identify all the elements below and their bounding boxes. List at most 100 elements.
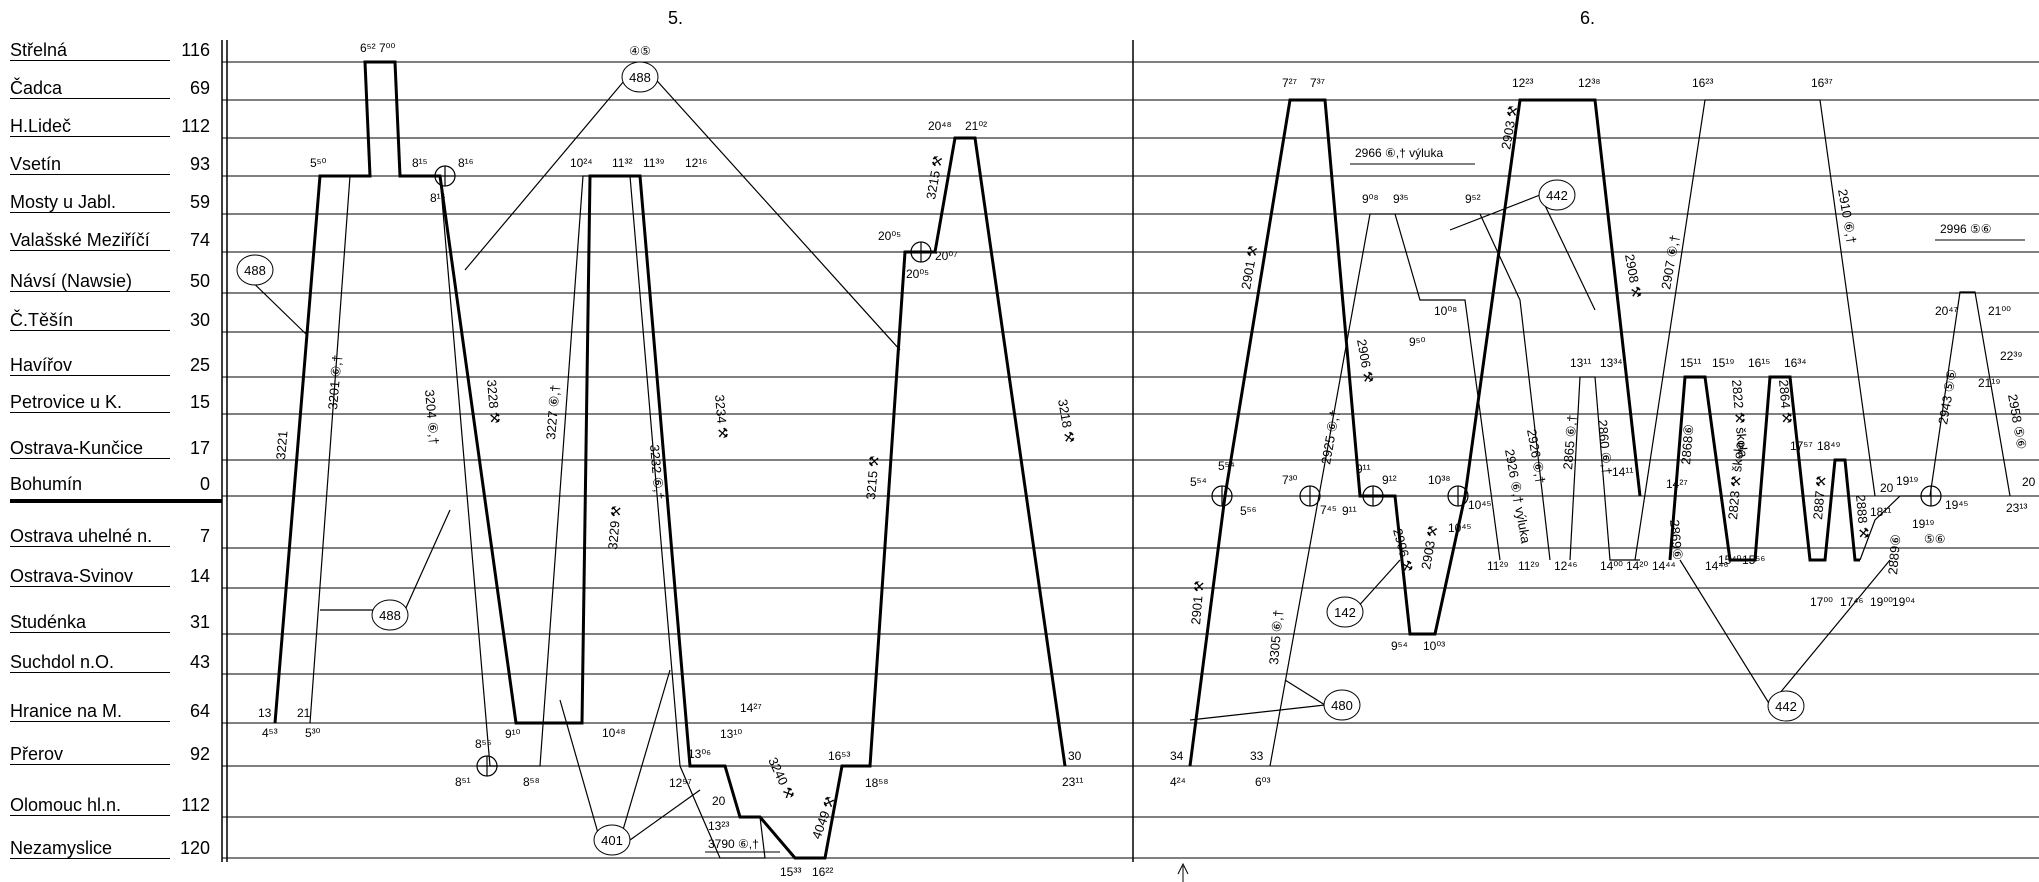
crossing-marks <box>434 165 1942 777</box>
note-text: 3790 ⑥,† <box>708 837 759 851</box>
time-label: 13³⁴ <box>1600 356 1623 370</box>
time-label: 8⁵⁵ <box>475 737 492 751</box>
time-label: 12¹⁶ <box>685 156 707 170</box>
train-path <box>679 765 766 859</box>
train-number: 2889⑥ <box>1885 534 1903 576</box>
train-number: 3228 ⚒ <box>484 379 503 424</box>
time-label: 21⁰² <box>965 119 987 133</box>
time-label: 17⁴⁶ <box>1840 595 1864 609</box>
circle-label: 142 <box>1334 605 1356 620</box>
time-label: 12³⁸ <box>1578 76 1600 90</box>
time-label: 22³⁹ <box>2000 349 2022 363</box>
station-km: 69 <box>189 78 210 98</box>
time-label: 11²⁹ <box>1487 559 1509 573</box>
time-label: 9¹¹ <box>1356 462 1371 476</box>
station-name: Ostrava uhelné n. <box>10 526 170 547</box>
time-label: 10⁴⁵ <box>1468 498 1492 512</box>
note-text: ④⑤ <box>629 44 651 58</box>
time-label: 20⁰⁷ <box>935 249 958 263</box>
time-label: 14²⁷ <box>1666 477 1688 491</box>
train-number: 2925 ⑥,† <box>1318 409 1342 466</box>
time-label: 5⁵⁴ <box>1218 459 1235 473</box>
time-label: 10⁴⁸ <box>602 726 626 740</box>
time-label: 5⁵⁰ <box>310 156 327 170</box>
circle-label: 401 <box>601 833 623 848</box>
station-name: Střelná <box>10 40 170 61</box>
train-number: 2926 ⑥,† výluka <box>1502 448 1533 545</box>
train-path <box>1354 559 1401 611</box>
day-label-6: 6. <box>1580 8 1596 28</box>
time-label: 11³⁹ <box>643 156 665 170</box>
time-label: 21 <box>297 706 311 720</box>
time-label: 17⁰⁰ <box>1810 595 1833 609</box>
station-name: Mosty u Jabl. <box>10 192 170 213</box>
time-label: 13 <box>258 706 272 720</box>
station-km: 59 <box>189 192 210 212</box>
train-number-labels: 3221 3201 ⑥,† 3204 ⑥,† 3228 ⚒ 3227 ⑥,† 3… <box>273 104 2029 841</box>
station-grid <box>222 61 2039 859</box>
station-km: 74 <box>189 230 210 250</box>
station-name: Hranice na M. <box>10 701 170 722</box>
station-name: Suchdol n.O. <box>10 652 170 673</box>
time-label: 8⁵⁸ <box>523 775 540 789</box>
time-label: 14⁴⁴ <box>1652 559 1676 573</box>
time-label: 23¹³ <box>2006 501 2027 515</box>
time-label: 34 <box>1170 749 1184 763</box>
train-number: 3215 ⚒ <box>923 154 945 200</box>
train-number: 3204 ⑥,† <box>422 389 442 445</box>
time-label: 23¹¹ <box>1062 775 1083 789</box>
time-label: 9³⁵ <box>1393 192 1409 206</box>
time-label: 5⁵⁶ <box>1240 504 1257 518</box>
time-label: 8⁵¹ <box>455 775 471 789</box>
train-path <box>1189 704 1326 721</box>
time-label: 15⁴⁰ <box>1718 553 1742 567</box>
time-label: 30 <box>1068 749 1082 763</box>
train-path <box>309 175 351 724</box>
station-name: Č.Těšín <box>10 310 170 331</box>
train-path <box>464 61 901 351</box>
time-label: 15¹⁹ <box>1712 356 1734 370</box>
arrow-head-icon <box>1177 862 1189 875</box>
time-label: 6⁰³ <box>1255 775 1270 789</box>
train-number: 3234 ⚒ <box>712 394 731 439</box>
station-km: 15 <box>189 392 210 412</box>
time-label: 13¹⁰ <box>720 727 742 741</box>
time-label: 9¹¹ <box>1342 504 1357 518</box>
time-label: 33 <box>1250 749 1264 763</box>
time-label: 10⁰⁸ <box>1434 304 1457 318</box>
time-label: 13⁰⁶ <box>688 747 711 761</box>
time-label: 18⁵⁸ <box>865 776 888 790</box>
time-label: 7³⁰ <box>1282 473 1298 487</box>
time-label: 16²³ <box>1692 76 1713 90</box>
time-label: 12²³ <box>1512 76 1533 90</box>
time-label: 20 <box>2022 475 2036 489</box>
time-label: 13¹¹ <box>1570 356 1591 370</box>
train-number: 2926 ⑥,† <box>1524 428 1548 485</box>
circle-label: 442 <box>1546 188 1568 203</box>
train-number: 3215 ⚒ <box>863 455 882 500</box>
circle-label: 488 <box>379 608 401 623</box>
time-label: 15³³ <box>780 865 801 879</box>
circle-label: 488 <box>629 70 651 85</box>
time-label: 20⁴⁸ <box>928 119 952 133</box>
train-path <box>1188 98 1642 767</box>
time-label: 20⁰⁵ <box>906 267 929 281</box>
train-path <box>439 175 681 767</box>
time-label: 4⁵³ <box>262 726 278 740</box>
station-km: 14 <box>189 566 210 586</box>
circle-label: 480 <box>1331 698 1353 713</box>
train-path <box>629 789 701 841</box>
time-label: 21¹⁹ <box>1978 376 2000 390</box>
train-path <box>559 699 601 841</box>
time-label: 14⁰⁰ <box>1600 559 1623 573</box>
time-label: 14⁴⁶ <box>1705 559 1729 573</box>
train-number: 2865 ⑥,† <box>1560 414 1580 470</box>
time-label: 8¹⁵ <box>412 156 428 170</box>
time-label: 10²⁴ <box>570 156 593 170</box>
train-number: 3229 ⚒ <box>605 505 624 550</box>
station-name: Havířov <box>10 355 170 376</box>
station-name: Petrovice u K. <box>10 392 170 413</box>
station-km: 116 <box>181 40 210 60</box>
